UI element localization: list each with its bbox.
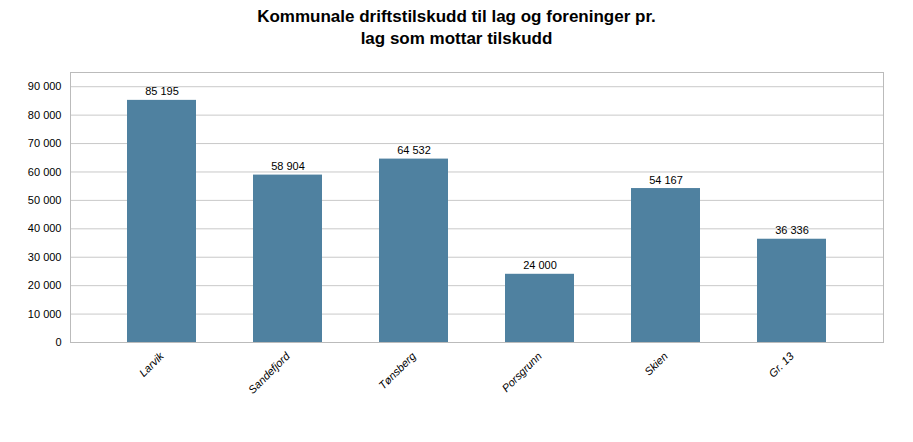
svg-text:Skien: Skien: [642, 350, 670, 378]
svg-text:10 000: 10 000: [28, 308, 62, 320]
svg-text:Larvik: Larvik: [137, 350, 167, 380]
svg-text:60 000: 60 000: [28, 166, 62, 178]
svg-text:40 000: 40 000: [28, 223, 62, 235]
svg-text:64 532: 64 532: [397, 144, 431, 156]
svg-text:58 904: 58 904: [271, 160, 305, 172]
svg-text:70 000: 70 000: [28, 137, 62, 149]
svg-text:85 195: 85 195: [145, 86, 179, 98]
svg-text:30 000: 30 000: [28, 251, 62, 263]
svg-text:0: 0: [55, 336, 61, 348]
svg-text:90 000: 90 000: [28, 80, 62, 92]
svg-text:80 000: 80 000: [28, 109, 62, 121]
svg-text:20 000: 20 000: [28, 279, 62, 291]
svg-text:Tønsberg: Tønsberg: [376, 349, 418, 391]
svg-text:36 336: 36 336: [775, 224, 809, 236]
svg-text:Sandefjord: Sandefjord: [246, 349, 293, 396]
svg-text:Porsgrunn: Porsgrunn: [500, 350, 544, 394]
svg-text:50 000: 50 000: [28, 194, 62, 206]
svg-text:54 167: 54 167: [649, 174, 683, 186]
svg-text:Gr. 13: Gr. 13: [766, 349, 796, 379]
svg-text:24 000: 24 000: [523, 259, 557, 271]
html-text:Kommunale driftstilskudd til l: Kommunale driftstilskudd til lag og fore…: [257, 7, 656, 49]
